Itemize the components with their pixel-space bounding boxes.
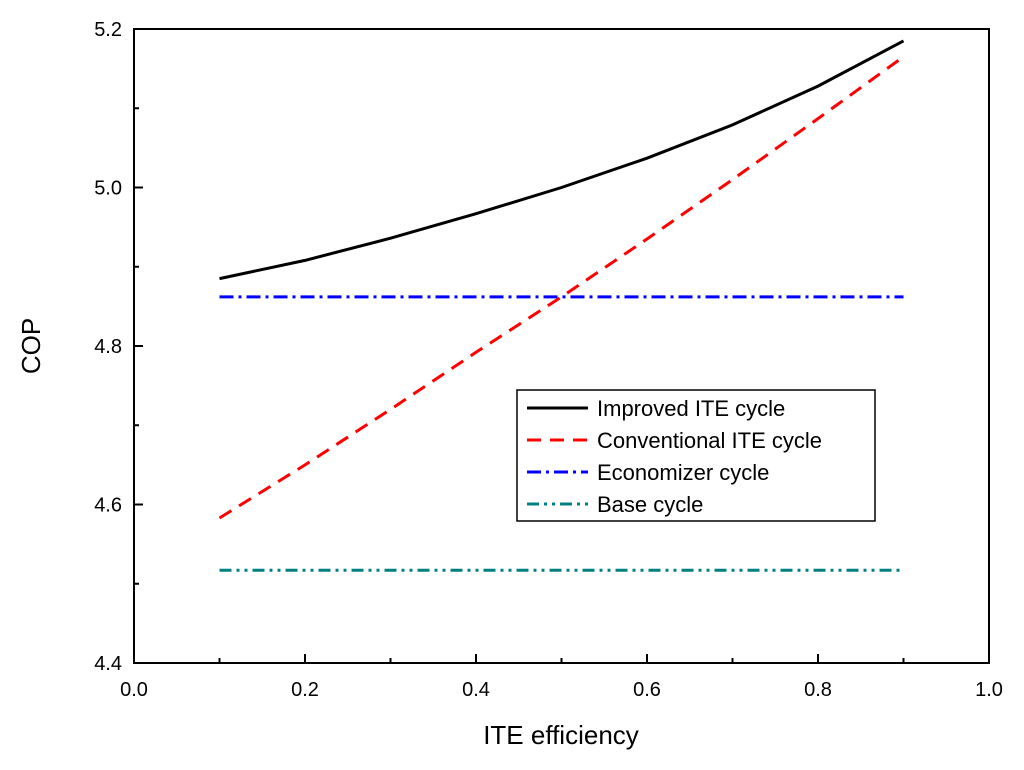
y-axis-title: COP [16, 318, 46, 374]
legend-label-improved-ite-cycle: Improved ITE cycle [597, 396, 785, 421]
legend-label-conventional-ite-cycle: Conventional ITE cycle [597, 428, 822, 453]
x-tick-label: 0.6 [633, 679, 661, 701]
plot-area-frame [133, 28, 990, 664]
series-lines [218, 39, 905, 572]
x-tick-label: 1.0 [975, 679, 1003, 701]
axis-tick-labels: 0.0 0.2 0.4 0.6 0.8 1.0 4.4 4.6 4.8 5.0 5.2 [94, 19, 1003, 701]
x-tick-label: 0.2 [291, 679, 319, 701]
y-tick-label: 4.4 [94, 653, 122, 675]
x-tick-label: 0.4 [462, 679, 490, 701]
axis-ticks [133, 28, 990, 664]
x-tick-label: 0.8 [804, 679, 832, 701]
y-tick-label: 5.0 [94, 178, 122, 200]
legend: Improved ITE cycle Conventional ITE cycle… [516, 389, 876, 522]
y-tick-label: 4.6 [94, 495, 122, 517]
y-tick-label: 4.8 [94, 336, 122, 358]
legend-label-base-cycle: Base cycle [597, 492, 703, 517]
x-axis-title: ITE efficiency [483, 720, 639, 750]
legend-label-economizer-cycle: Economizer cycle [597, 460, 769, 485]
legend-box [516, 389, 876, 522]
x-tick-label: 0.0 [120, 679, 148, 701]
series-line-improved-ite-cycle [219, 39, 905, 281]
y-tick-label: 5.2 [94, 19, 122, 41]
